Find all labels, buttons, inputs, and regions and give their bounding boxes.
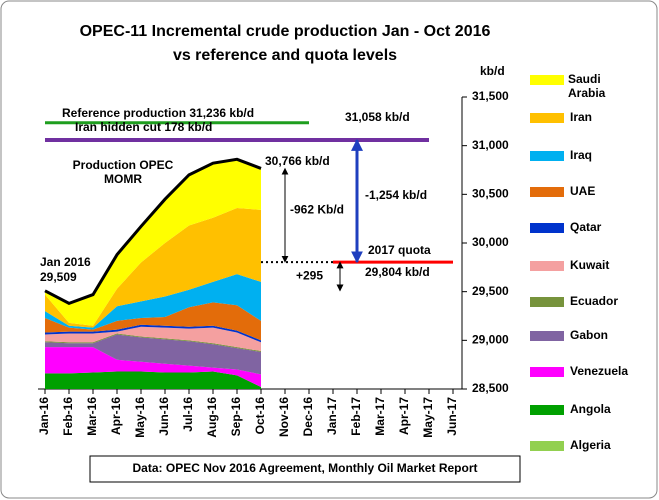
legend-label: UAE bbox=[570, 184, 595, 198]
level-label: 31,058 kb/d bbox=[345, 110, 410, 124]
source: Data: OPEC Nov 2016 Agreement, Monthly O… bbox=[133, 461, 478, 475]
legend-swatch bbox=[530, 223, 564, 233]
x-tick-label: Jun-16 bbox=[157, 397, 171, 436]
legend-swatch bbox=[530, 297, 564, 307]
y-tick-label: 31,000 bbox=[472, 138, 509, 152]
level-text: 2017 quota bbox=[368, 243, 431, 257]
legend-swatch bbox=[530, 441, 564, 451]
total-start-text: Jan 2016 bbox=[40, 255, 91, 269]
total-line bbox=[44, 157, 262, 305]
y-tick-label: 29,500 bbox=[472, 284, 509, 298]
legend-label: Kuwait bbox=[570, 258, 609, 272]
area bbox=[45, 347, 261, 388]
x-tick-label: Jan-17 bbox=[325, 397, 339, 435]
area bbox=[45, 371, 261, 389]
area bbox=[45, 334, 261, 375]
legend-swatch bbox=[530, 151, 564, 161]
x-tick-label: Oct-16 bbox=[253, 397, 267, 435]
x-tick-label: May-16 bbox=[133, 397, 147, 438]
arrow-label: -962 Kb/d bbox=[290, 202, 344, 216]
legend-label: Iraq bbox=[570, 148, 592, 162]
area bbox=[45, 274, 261, 330]
total-name: Production OPEC MOMR bbox=[72, 158, 174, 186]
legend-label: Iran bbox=[570, 110, 592, 124]
x-tick-label: May-17 bbox=[421, 397, 435, 438]
arrow-label: +295 bbox=[296, 269, 323, 283]
legend-swatch bbox=[530, 187, 564, 197]
legend-swatch bbox=[530, 75, 564, 85]
x-tick-label: Sep-16 bbox=[229, 397, 243, 437]
legend-swatch bbox=[530, 331, 564, 341]
total-end-label: 30,766 kb/d bbox=[265, 154, 330, 168]
x-tick-label: Dec-16 bbox=[301, 397, 315, 437]
chart-title: OPEC-11 Incremental crude production Jan… bbox=[80, 23, 491, 40]
level-text: Iran hidden cut 178 kb/d bbox=[75, 120, 212, 134]
x-tick-label: Apr-17 bbox=[397, 397, 411, 435]
legend-label: Algeria bbox=[570, 438, 611, 452]
x-tick-label: Apr-16 bbox=[109, 397, 123, 435]
area bbox=[45, 207, 261, 328]
area bbox=[45, 326, 261, 352]
legend-swatch bbox=[530, 367, 564, 377]
legend-label: Ecuador bbox=[570, 294, 618, 308]
source-box bbox=[89, 455, 521, 483]
x-tick-label: Mar-16 bbox=[85, 397, 99, 436]
y-tick-label: 30,000 bbox=[472, 235, 509, 249]
legend-label: Qatar bbox=[570, 220, 602, 234]
arrow-label: -1,254 kb/d bbox=[365, 188, 427, 202]
x-tick-label: Feb-17 bbox=[349, 397, 363, 436]
legend-swatch bbox=[530, 261, 564, 271]
total-start-label: 29,509 bbox=[40, 270, 77, 284]
x-tick-label: Jan-16 bbox=[37, 397, 51, 435]
x-tick-label: Nov-16 bbox=[277, 397, 291, 437]
x-tick-label: Jun-17 bbox=[445, 397, 459, 436]
x-tick-label: Mar-17 bbox=[373, 397, 387, 436]
legend-label: Gabon bbox=[570, 328, 608, 342]
y-tick-label: 28,500 bbox=[472, 381, 509, 395]
level-text: Reference production 31,236 kb/d bbox=[62, 106, 254, 120]
legend-label: Angola bbox=[570, 402, 611, 416]
x-tick-label: Jul-16 bbox=[181, 397, 195, 432]
legend-swatch bbox=[530, 113, 564, 123]
area bbox=[45, 333, 261, 353]
level-label: 29,804 kb/d bbox=[365, 265, 430, 279]
x-tick-label: Aug-16 bbox=[205, 397, 219, 438]
legend-swatch bbox=[530, 405, 564, 415]
area bbox=[45, 302, 261, 341]
legend-label: Venezuela bbox=[570, 364, 628, 378]
area bbox=[45, 159, 261, 326]
y-tick-label: 30,500 bbox=[472, 187, 509, 201]
legend-label: Saudi Arabia bbox=[568, 72, 606, 100]
y-tick-label: 31,500 bbox=[472, 89, 509, 103]
y-tick-label: 29,000 bbox=[472, 333, 509, 347]
y-unit: kb/d bbox=[480, 64, 505, 78]
x-tick-label: Feb-16 bbox=[61, 397, 75, 436]
chart-subtitle: vs reference and quota levels bbox=[173, 47, 397, 64]
